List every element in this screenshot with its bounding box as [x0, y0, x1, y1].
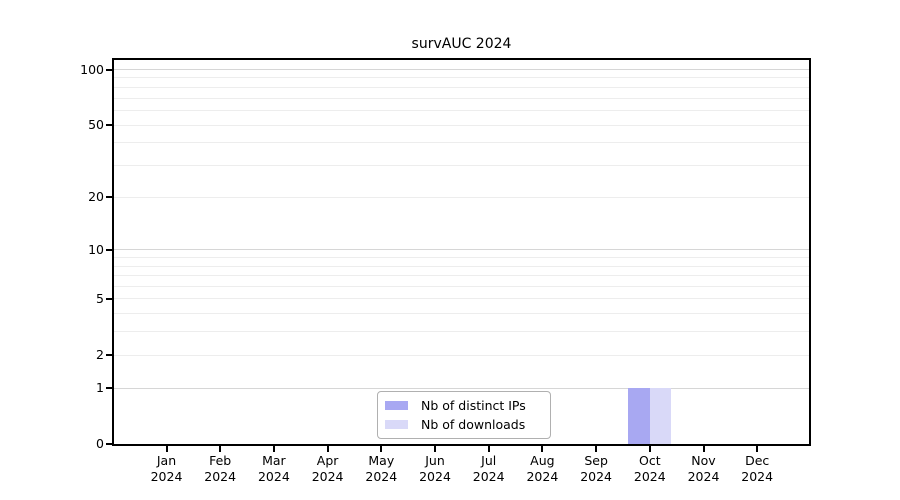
- x-tick-year: 2024: [526, 469, 559, 484]
- legend-swatch-distinct-ips: [385, 400, 408, 410]
- x-tick-year: 2024: [472, 469, 505, 484]
- y-gridline-major: [114, 387, 809, 389]
- x-tick: [648, 446, 651, 452]
- y-tick: [106, 297, 112, 300]
- y-gridline-minor: [114, 77, 809, 79]
- y-gridline-minor: [114, 256, 809, 258]
- x-tick-month: Oct: [638, 453, 661, 468]
- x-tick-label: May 2024: [353, 453, 409, 485]
- y-tick-label: 20: [88, 189, 104, 205]
- x-tick-label: Nov 2024: [676, 453, 732, 485]
- legend-item-downloads: Nb of downloads: [385, 416, 542, 432]
- bar-downloads: [649, 388, 672, 444]
- x-tick-year: 2024: [580, 469, 612, 484]
- x-tick: [702, 446, 705, 452]
- x-tick-year: 2024: [365, 469, 398, 484]
- y-tick: [106, 248, 112, 251]
- x-tick: [326, 446, 329, 452]
- x-tick-label: Mar 2024: [246, 453, 302, 485]
- x-tick-month: Jun: [425, 453, 445, 468]
- x-tick: [434, 446, 436, 452]
- y-gridline-minor: [114, 165, 809, 166]
- x-tick-year: 2024: [150, 469, 183, 484]
- legend-label-downloads: Nb of downloads: [421, 416, 526, 432]
- x-tick-month: Mar: [262, 453, 286, 468]
- x-tick-year: 2024: [419, 469, 451, 484]
- y-gridline-minor: [114, 265, 809, 267]
- y-tick-label: 0: [96, 436, 104, 451]
- y-tick: [106, 387, 112, 390]
- x-tick-year: 2024: [311, 469, 344, 484]
- legend-swatch-downloads: [385, 419, 408, 429]
- x-tick-label: Sep 2024: [568, 453, 624, 485]
- y-tick-label: 2: [96, 347, 104, 363]
- y-tick: [106, 68, 112, 71]
- x-tick-year: 2024: [741, 469, 774, 484]
- x-tick-label: Jun 2024: [407, 453, 463, 485]
- y-tick-label: 1: [96, 380, 104, 396]
- x-tick-label: Jul 2024: [461, 453, 517, 485]
- x-tick-year: 2024: [633, 469, 666, 484]
- x-tick-month: Apr: [316, 453, 339, 468]
- y-gridline-major: [114, 249, 809, 251]
- chart-title: survAUC 2024: [411, 36, 512, 52]
- y-tick-label: 10: [88, 241, 104, 257]
- y-tick-label: 5: [96, 290, 104, 306]
- y-tick-label: 100: [80, 61, 104, 77]
- x-tick-label: Aug 2024: [514, 453, 570, 485]
- x-tick-label: Jan 2024: [139, 453, 195, 485]
- x-tick: [380, 446, 383, 452]
- y-gridline-minor: [114, 110, 809, 111]
- x-tick-year: 2024: [204, 469, 237, 484]
- y-gridline-minor: [114, 86, 809, 88]
- x-tick-month: Aug: [530, 453, 555, 468]
- y-gridline-major: [114, 69, 809, 70]
- legend-label-distinct-ips: Nb of distinct IPs: [421, 397, 526, 413]
- x-tick-month: Nov: [691, 453, 716, 468]
- y-gridline-minor: [114, 142, 809, 144]
- x-tick-month: Jan: [156, 453, 177, 468]
- legend: Nb of distinct IPs Nb of downloads: [377, 391, 551, 439]
- y-gridline-minor: [114, 275, 809, 276]
- y-tick: [106, 124, 112, 126]
- y-gridline-minor: [114, 97, 809, 99]
- y-gridline-minor: [114, 354, 809, 356]
- y-gridline-minor: [114, 313, 809, 315]
- x-tick-month: Sep: [584, 453, 608, 468]
- y-tick: [106, 196, 112, 199]
- x-tick-month: May: [368, 453, 395, 468]
- x-tick-label: Dec 2024: [729, 453, 785, 485]
- x-tick-label: Apr 2024: [300, 453, 356, 485]
- y-tick: [106, 354, 112, 357]
- x-tick: [487, 446, 490, 452]
- y-gridline-minor: [114, 331, 809, 333]
- y-gridline-minor: [114, 124, 809, 126]
- x-tick: [272, 446, 275, 452]
- x-tick-year: 2024: [257, 469, 290, 484]
- y-tick-label: 50: [88, 117, 104, 132]
- y-tick: [106, 443, 112, 445]
- bar-distinct-ips: [628, 388, 650, 444]
- x-tick: [165, 446, 168, 452]
- y-gridline-minor: [114, 196, 809, 198]
- x-tick: [595, 446, 598, 452]
- x-tick-year: 2024: [687, 469, 720, 484]
- x-tick-month: Jul: [481, 453, 497, 468]
- x-tick-month: Dec: [745, 453, 770, 468]
- x-tick: [756, 446, 759, 452]
- x-tick: [219, 446, 222, 452]
- x-tick-label: Feb 2024: [192, 453, 248, 485]
- y-gridline-minor: [114, 285, 809, 287]
- x-tick-label: Oct 2024: [622, 453, 678, 485]
- x-tick: [541, 446, 544, 452]
- y-gridline-minor: [114, 298, 809, 300]
- x-tick-month: Feb: [209, 453, 232, 468]
- legend-item-distinct-ips: Nb of distinct IPs: [385, 397, 542, 413]
